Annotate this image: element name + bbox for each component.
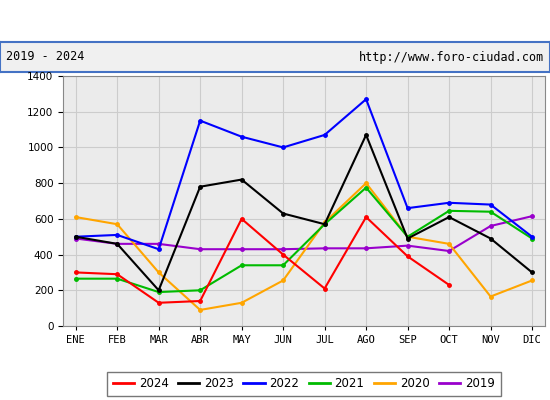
- Text: Evolucion Nº Turistas Nacionales en el municipio de Vianos: Evolucion Nº Turistas Nacionales en el m…: [32, 14, 518, 28]
- Legend: 2024, 2023, 2022, 2021, 2020, 2019: 2024, 2023, 2022, 2021, 2020, 2019: [107, 372, 501, 396]
- Text: 2019 - 2024: 2019 - 2024: [6, 50, 84, 64]
- Text: http://www.foro-ciudad.com: http://www.foro-ciudad.com: [359, 50, 544, 64]
